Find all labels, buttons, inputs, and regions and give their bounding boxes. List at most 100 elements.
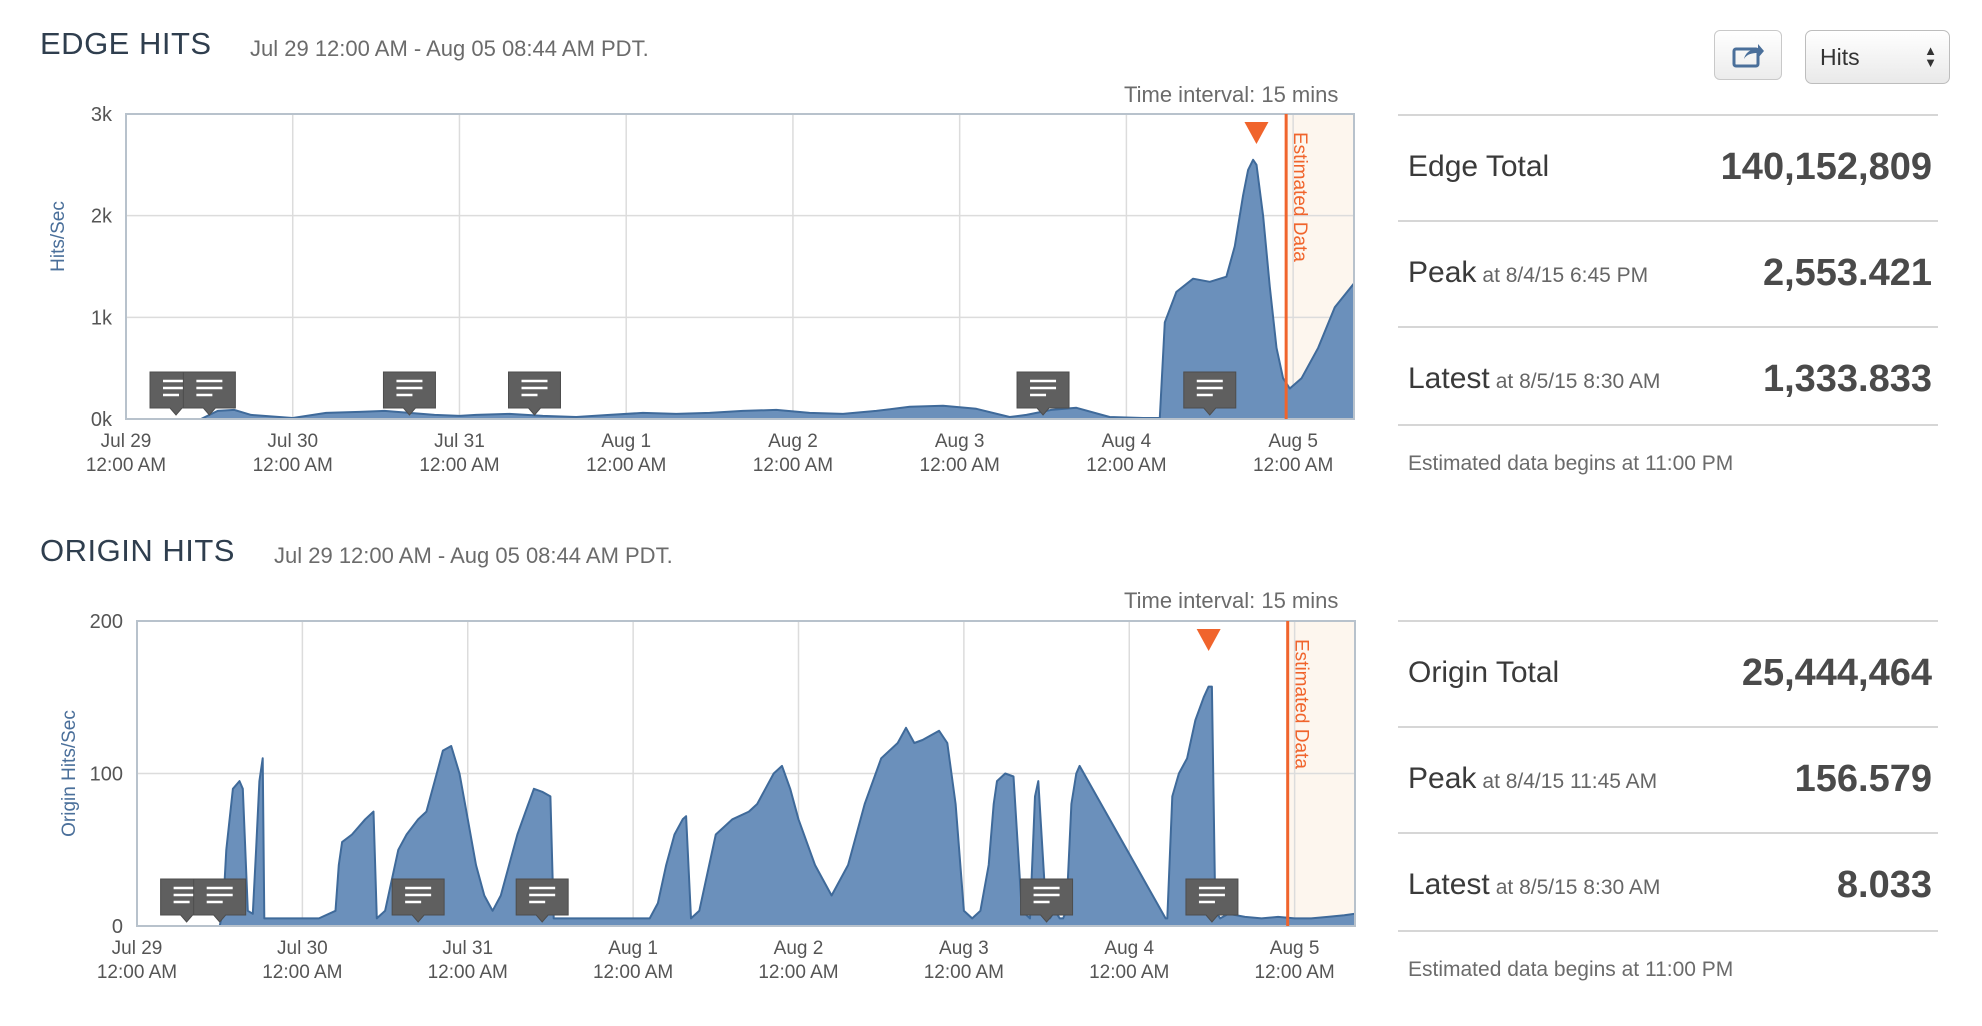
y-tick-label: 2k: [91, 206, 113, 228]
estimated-data-label: Estimated Data: [1291, 639, 1312, 769]
edge-time-interval: Time interval: 15 mins: [1124, 82, 1339, 107]
x-tick-label: Aug 2: [768, 431, 818, 452]
x-tick-label-time: 12:00 AM: [428, 962, 508, 983]
share-button[interactable]: [1714, 30, 1782, 80]
annotation-bubble: [391, 878, 445, 923]
x-tick-label-time: 12:00 AM: [753, 455, 833, 476]
annotation-bubble: [382, 371, 436, 416]
origin-total-label: Origin Total: [1408, 656, 1560, 689]
annotation-icon: [391, 878, 445, 923]
origin-peak-label: Peak: [1408, 762, 1477, 795]
origin-time-interval: Time interval: 15 mins: [1124, 588, 1339, 613]
area-series: [136, 685, 1356, 927]
x-tick-label-time: 12:00 AM: [86, 455, 166, 476]
origin-peak-row: Peak at 8/4/15 11:45 AM 156.579: [1398, 726, 1938, 832]
y-tick-label: 1k: [91, 307, 113, 329]
x-tick-label: Jul 29: [101, 431, 152, 452]
x-tick-label-time: 12:00 AM: [1089, 962, 1169, 983]
share-icon: [1732, 44, 1764, 68]
x-tick-label-time: 12:00 AM: [97, 962, 177, 983]
x-tick-label: Aug 4: [1102, 431, 1152, 452]
origin-latest-value: 8.033: [1836, 864, 1932, 906]
x-tick-label-time: 12:00 AM: [920, 455, 1000, 476]
x-tick-label: Jul 30: [277, 938, 328, 959]
origin-panel-divider: [1398, 930, 1938, 932]
annotation-icon: [1185, 878, 1239, 923]
x-tick-label: Aug 3: [935, 431, 985, 452]
annotation-bubble: [1020, 878, 1074, 923]
annotation-bubble: [508, 371, 561, 416]
edge-estimated-note: Estimated data begins at 11:00 PM: [1408, 452, 1734, 475]
x-tick-label: Jul 31: [434, 431, 485, 452]
edge-hits-chart: 0k 1k 2k 3k Jul 29 12:00 AM Jul 30 12:00 AM Jul …: [48, 104, 1355, 476]
origin-peak-time: at 8/4/15 11:45 AM: [1482, 770, 1658, 793]
x-tick-label: Jul 31: [442, 938, 493, 959]
edge-peak-time: at 8/4/15 6:45 PM: [1482, 264, 1649, 287]
x-tick-label-time: 12:00 AM: [924, 962, 1004, 983]
annotation-icon: [182, 371, 236, 416]
origin-peak-value: 156.579: [1794, 758, 1932, 800]
origin-total-row: Origin Total 25,444,464: [1398, 620, 1938, 726]
x-tick-label-time: 12:00 AM: [1086, 455, 1166, 476]
edge-total-label: Edge Total: [1408, 150, 1550, 183]
edge-panel-divider: [1398, 424, 1938, 426]
x-tick-label-time: 12:00 AM: [758, 962, 838, 983]
edge-peak-row: Peak at 8/4/15 6:45 PM 2,553.421: [1398, 220, 1938, 326]
peak-marker-icon: [1244, 122, 1269, 144]
x-tick-label: Aug 4: [1104, 938, 1154, 959]
edge-total-row: Edge Total 140,152,809: [1398, 114, 1938, 220]
x-tick-label: Aug 5: [1268, 431, 1318, 452]
origin-total-value: 25,444,464: [1741, 652, 1932, 694]
annotation-bubble: [1183, 371, 1237, 416]
y-tick-label: 200: [90, 611, 123, 633]
edge-peak-label: Peak: [1408, 256, 1477, 289]
estimated-data-label: Estimated Data: [1289, 132, 1310, 262]
x-tick-label-time: 12:00 AM: [586, 455, 666, 476]
origin-latest-time: at 8/5/15 8:30 AM: [1495, 876, 1661, 899]
origin-hits-date-range: Jul 29 12:00 AM - Aug 05 08:44 AM PDT.: [274, 543, 673, 568]
origin-hits-title: ORIGIN HITS: [40, 533, 235, 568]
x-tick-label: Aug 1: [601, 431, 651, 452]
x-tick-label: Aug 2: [774, 938, 824, 959]
annotation-bubble: [1185, 878, 1239, 923]
x-tick-label: Aug 1: [608, 938, 658, 959]
edge-hits-date-range: Jul 29 12:00 AM - Aug 05 08:44 AM PDT.: [250, 36, 649, 61]
edge-latest-row: Latest at 8/5/15 8:30 AM 1,333.833: [1398, 326, 1938, 432]
y-axis-label: Hits/Sec: [48, 201, 69, 272]
annotation-icon: [193, 878, 247, 923]
edge-latest-value: 1,333.833: [1762, 358, 1932, 400]
x-tick-label-time: 12:00 AM: [593, 962, 673, 983]
origin-hits-chart: 0 100 200 Jul 29 12:00 AM Jul 30 12:00 AM Jul 3…: [59, 611, 1356, 983]
edge-latest-label: Latest: [1408, 362, 1490, 395]
annotation-bubble: [193, 878, 247, 923]
x-tick-label-time: 12:00 AM: [1254, 962, 1334, 983]
x-tick-label: Aug 5: [1270, 938, 1320, 959]
y-tick-label: 0k: [91, 409, 113, 431]
edge-latest-time: at 8/5/15 8:30 AM: [1495, 370, 1661, 393]
edge-total-value: 140,152,809: [1720, 146, 1932, 188]
annotation-bubble: [515, 878, 569, 923]
plot-frame: [125, 113, 1355, 420]
edge-peak-value: 2,553.421: [1762, 252, 1932, 294]
select-arrows-icon: ▲ ▼: [1924, 43, 1937, 70]
annotation-icon: [508, 371, 561, 416]
annotation-icon: [1183, 371, 1237, 416]
y-tick-label: 100: [90, 764, 123, 786]
edge-hits-title: EDGE HITS: [40, 26, 212, 61]
x-tick-label-time: 12:00 AM: [419, 455, 499, 476]
y-tick-label: 3k: [91, 104, 113, 126]
annotation-bubble: [182, 371, 236, 416]
y-axis-label: Origin Hits/Sec: [59, 710, 80, 837]
x-tick-label-time: 12:00 AM: [253, 455, 333, 476]
y-tick-label: 0: [112, 916, 123, 938]
metric-select[interactable]: Hits ▲ ▼: [1805, 30, 1950, 84]
x-tick-label: Jul 29: [112, 938, 163, 959]
annotation-icon: [515, 878, 569, 923]
plot-frame: [136, 620, 1356, 927]
x-tick-label: Jul 30: [267, 431, 318, 452]
origin-estimated-note: Estimated data begins at 11:00 PM: [1408, 958, 1734, 981]
x-tick-label: Aug 3: [939, 938, 989, 959]
metric-select-value: Hits: [1820, 43, 1860, 70]
x-tick-label-time: 12:00 AM: [1253, 455, 1333, 476]
annotation-icon: [1020, 878, 1074, 923]
